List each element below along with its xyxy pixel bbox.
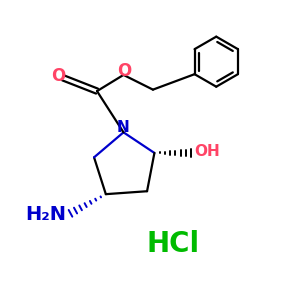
Text: O: O [52, 68, 66, 85]
Text: O: O [117, 62, 131, 80]
Text: N: N [117, 119, 130, 134]
Text: OH: OH [194, 144, 220, 159]
Text: H₂N: H₂N [25, 205, 66, 224]
Text: HCl: HCl [147, 230, 200, 258]
